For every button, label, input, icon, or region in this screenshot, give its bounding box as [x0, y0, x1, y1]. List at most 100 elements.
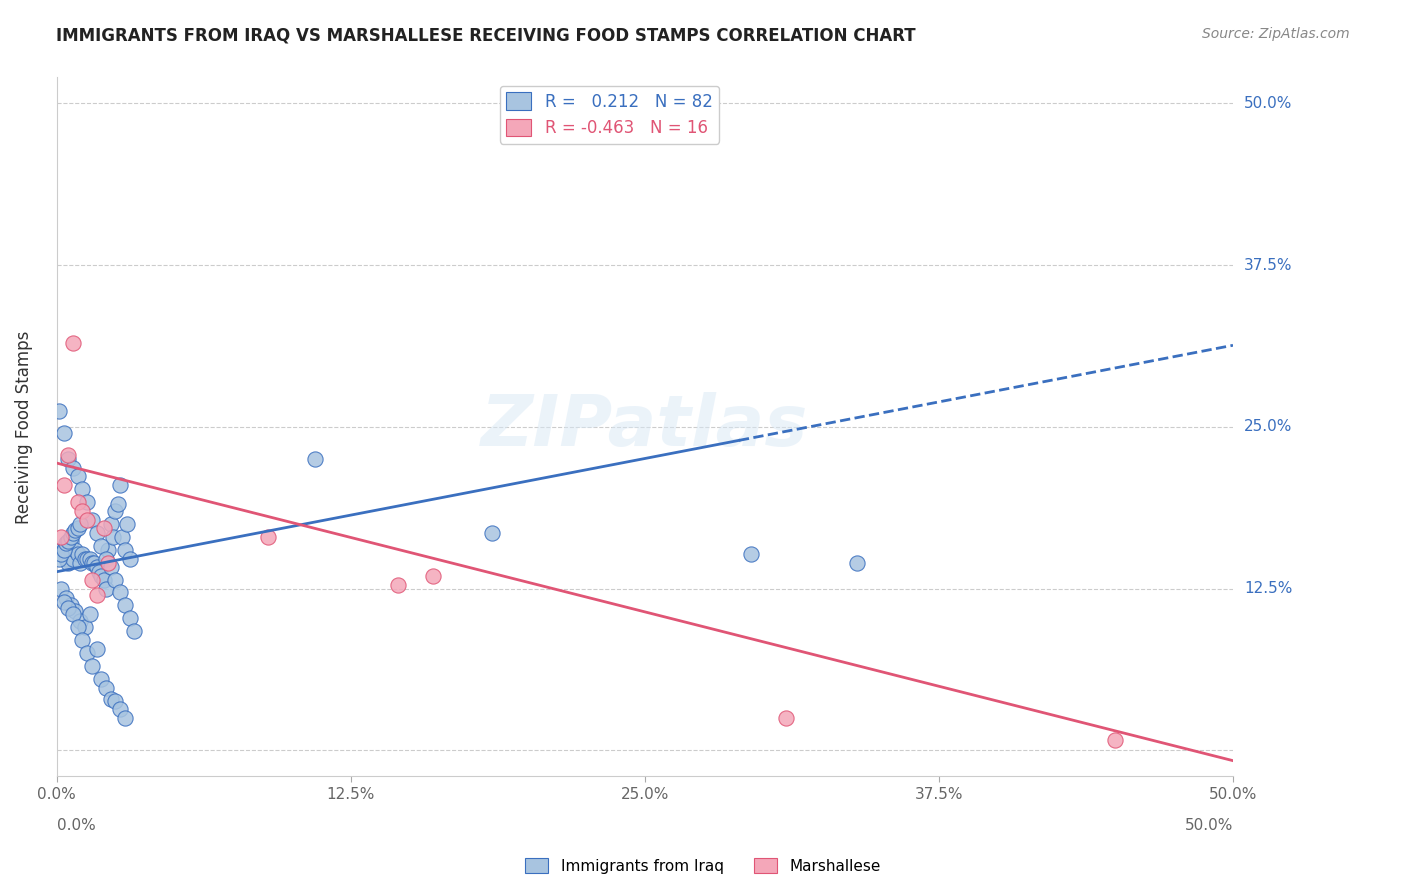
Point: [62, 551, 84, 566]
Text: 12.5%: 12.5%: [1244, 581, 1292, 596]
Point: [114, 599, 136, 613]
Point: [79, 551, 101, 566]
Point: [108, 478, 131, 492]
Point: [87, 565, 110, 579]
Point: [62, 607, 84, 622]
Point: [58, 533, 80, 548]
Point: [80, 556, 103, 570]
Point: [775, 711, 797, 725]
Text: 0.0%: 0.0%: [56, 818, 96, 833]
Point: [69, 516, 91, 531]
Point: [48, 404, 70, 418]
Point: [93, 521, 115, 535]
Point: [90, 568, 112, 582]
Point: [115, 516, 138, 531]
Point: [100, 559, 122, 574]
Point: [422, 568, 444, 582]
Point: [80, 573, 103, 587]
Point: [76, 513, 98, 527]
Point: [108, 702, 131, 716]
Text: 25.0%: 25.0%: [1244, 419, 1292, 434]
Point: [66, 620, 89, 634]
Point: [52, 542, 75, 557]
Y-axis label: Receiving Food Stamps: Receiving Food Stamps: [15, 330, 32, 524]
Point: [481, 525, 503, 540]
Point: [55, 591, 77, 605]
Point: [59, 530, 82, 544]
Point: [72, 482, 94, 496]
Point: [118, 611, 141, 625]
Point: [114, 542, 136, 557]
Point: [55, 551, 77, 566]
Point: [52, 542, 75, 557]
Point: [69, 614, 91, 628]
Point: [59, 599, 82, 613]
Point: [51, 582, 73, 596]
Point: [58, 448, 80, 462]
Point: [93, 573, 115, 587]
Point: [62, 461, 84, 475]
Point: [62, 525, 84, 540]
Point: [97, 556, 120, 570]
Point: [48, 551, 70, 566]
Point: [55, 536, 77, 550]
Text: 37.5%: 37.5%: [1244, 258, 1292, 273]
Point: [51, 547, 73, 561]
Point: [66, 547, 89, 561]
Point: [90, 539, 112, 553]
Point: [58, 452, 80, 467]
Point: [86, 642, 108, 657]
Point: [79, 607, 101, 622]
Point: [104, 694, 127, 708]
Point: [387, 577, 409, 591]
Text: IMMIGRANTS FROM IRAQ VS MARSHALLESE RECEIVING FOOD STAMPS CORRELATION CHART: IMMIGRANTS FROM IRAQ VS MARSHALLESE RECE…: [56, 27, 915, 45]
Point: [58, 601, 80, 615]
Point: [65, 524, 87, 538]
Text: Source: ZipAtlas.com: Source: ZipAtlas.com: [1202, 27, 1350, 41]
Point: [86, 588, 108, 602]
Point: [86, 559, 108, 574]
Point: [51, 542, 73, 557]
Point: [86, 525, 108, 540]
Point: [90, 672, 112, 686]
Point: [100, 516, 122, 531]
Point: [94, 551, 117, 566]
Point: [118, 551, 141, 566]
Point: [66, 521, 89, 535]
Point: [72, 547, 94, 561]
Legend: Immigrants from Iraq, Marshallese: Immigrants from Iraq, Marshallese: [519, 852, 887, 880]
Point: [257, 530, 280, 544]
Point: [114, 711, 136, 725]
Point: [69, 556, 91, 570]
Point: [740, 547, 762, 561]
Point: [62, 335, 84, 350]
Legend: R =   0.212   N = 82, R = -0.463   N = 16: R = 0.212 N = 82, R = -0.463 N = 16: [499, 86, 720, 144]
Point: [76, 646, 98, 660]
Point: [76, 495, 98, 509]
Point: [1104, 733, 1126, 747]
Point: [845, 556, 868, 570]
Text: 50.0%: 50.0%: [1185, 818, 1233, 833]
Point: [66, 495, 89, 509]
Point: [76, 551, 98, 566]
Point: [51, 530, 73, 544]
Point: [100, 691, 122, 706]
Point: [111, 530, 134, 544]
Point: [52, 426, 75, 441]
Point: [104, 504, 127, 518]
Point: [122, 624, 145, 639]
Point: [72, 504, 94, 518]
Point: [97, 542, 120, 557]
Point: [83, 556, 105, 570]
Point: [80, 513, 103, 527]
Point: [104, 573, 127, 587]
Point: [94, 681, 117, 696]
Point: [108, 585, 131, 599]
Point: [65, 603, 87, 617]
Point: [73, 551, 96, 566]
Point: [52, 594, 75, 608]
Point: [94, 582, 117, 596]
Point: [72, 633, 94, 648]
Point: [304, 452, 326, 467]
Point: [73, 620, 96, 634]
